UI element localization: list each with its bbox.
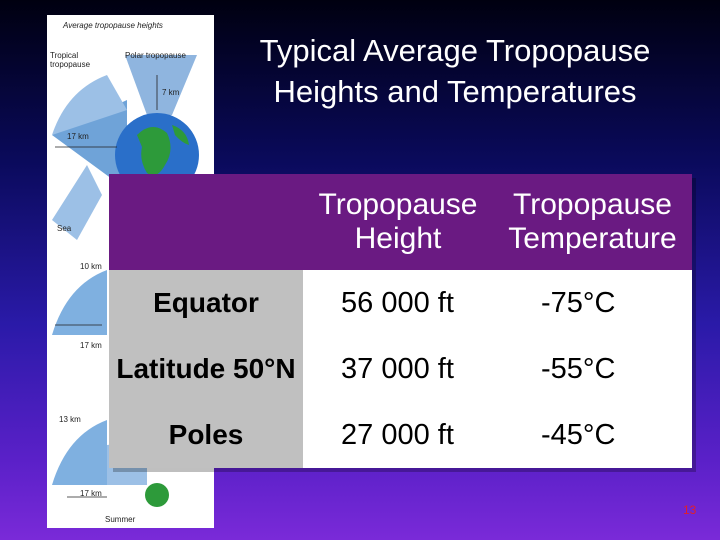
label-13km: 13 km <box>59 415 81 424</box>
temperature-cell: -45°C <box>541 418 616 451</box>
temperature-cell: -55°C <box>541 352 616 385</box>
table-row: Latitude 50°N 37 000 ft -55°C <box>109 336 692 402</box>
polar-label: Polar tropopause <box>125 51 186 60</box>
height-cell: 27 000 ft <box>341 418 454 451</box>
label-sea: Sea <box>57 224 72 233</box>
table-row: Poles 27 000 ft -45°C <box>109 402 692 468</box>
table-header-corner <box>109 174 303 270</box>
row-label: Latitude 50°N <box>109 336 303 402</box>
label-17km: 17 km <box>67 132 89 141</box>
label-17km-bottom: 17 km <box>80 489 102 498</box>
table-header-temperature: Tropopause Temperature <box>493 174 692 270</box>
label-17km-mid: 17 km <box>80 341 102 350</box>
tropical-wedge <box>52 100 127 190</box>
row-label: Poles <box>109 402 303 468</box>
table-header-row: Tropopause Height Tropopause Temperature <box>109 174 692 270</box>
label-summer: Summer <box>105 515 136 524</box>
tropical-label: Tropical tropopause <box>50 51 91 69</box>
polar-wedge <box>125 55 197 115</box>
temperature-cell: -75°C <box>541 286 616 319</box>
table-header-height: Tropopause Height <box>303 174 493 270</box>
label-7km: 7 km <box>162 88 180 97</box>
label-10km: 10 km <box>80 262 102 271</box>
height-cell: 37 000 ft <box>341 352 454 385</box>
tropopause-table: Tropopause Height Tropopause Temperature… <box>109 174 692 468</box>
page-number: 13 <box>683 503 697 517</box>
tropopause-table-container: Tropopause Height Tropopause Temperature… <box>109 174 692 468</box>
table-row: Equator 56 000 ft -75°C <box>109 270 692 336</box>
slide-title: Typical Average Tropopause Heights and T… <box>259 33 651 109</box>
height-cell: 56 000 ft <box>341 286 454 319</box>
figure-heading: Average tropopause heights <box>63 21 163 30</box>
row-label: Equator <box>109 270 303 336</box>
